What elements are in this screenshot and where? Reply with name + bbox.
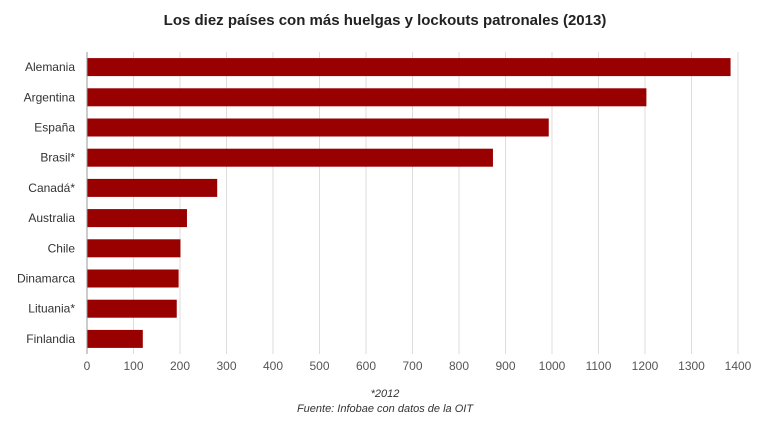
x-tick-label: 600: [356, 359, 376, 373]
x-tick-labels: 0 100 200 300 400 500 600 700 800 900 1000 1100 1200…: [84, 359, 752, 373]
category-label: Lituania*: [28, 302, 75, 316]
x-tick-label: 1100: [586, 359, 612, 373]
x-tick-label: 0: [84, 359, 91, 373]
x-tick-label: 1000: [539, 359, 566, 373]
category-label: Argentina: [24, 90, 76, 104]
category-label: Brasil*: [40, 151, 75, 165]
bars: [87, 58, 731, 348]
category-label: Dinamarca: [17, 272, 75, 286]
bar-9: [87, 329, 143, 348]
footnote-source: Fuente: Infobae con datos de la OIT: [296, 403, 474, 415]
category-label: Australia: [28, 211, 75, 225]
x-tick-label: 500: [309, 359, 329, 373]
bar-5: [87, 209, 187, 228]
x-tick-label: 100: [123, 359, 143, 373]
bar-4: [87, 178, 218, 197]
x-tick-label: 1400: [725, 359, 752, 373]
x-tick-label: 200: [170, 359, 190, 373]
category-label: Canadá*: [28, 181, 75, 195]
chart-title: Los diez países con más huelgas y lockou…: [163, 12, 607, 29]
bar-0: [87, 58, 731, 77]
category-label: Alemania: [25, 60, 75, 74]
x-tick-label: 800: [449, 359, 469, 373]
x-tick-label: 900: [495, 359, 515, 373]
x-tick-label: 300: [216, 359, 236, 373]
bar-3: [87, 148, 493, 167]
bar-2: [87, 118, 549, 137]
footnote-note: *2012: [370, 388, 400, 400]
x-tick-label: 400: [263, 359, 283, 373]
bar-6: [87, 239, 181, 258]
x-tick-label: 700: [402, 359, 422, 373]
bar-1: [87, 88, 647, 107]
bar-7: [87, 269, 179, 288]
x-tick-label: 1300: [678, 359, 705, 373]
category-label: Finlandia: [26, 332, 75, 346]
category-labels: Alemania Argentina España Brasil* Canadá* Aus…: [17, 60, 75, 346]
category-label: España: [34, 121, 75, 135]
x-tick-label: 1200: [632, 359, 659, 373]
bar-8: [87, 299, 177, 318]
category-label: Chile: [48, 241, 76, 255]
